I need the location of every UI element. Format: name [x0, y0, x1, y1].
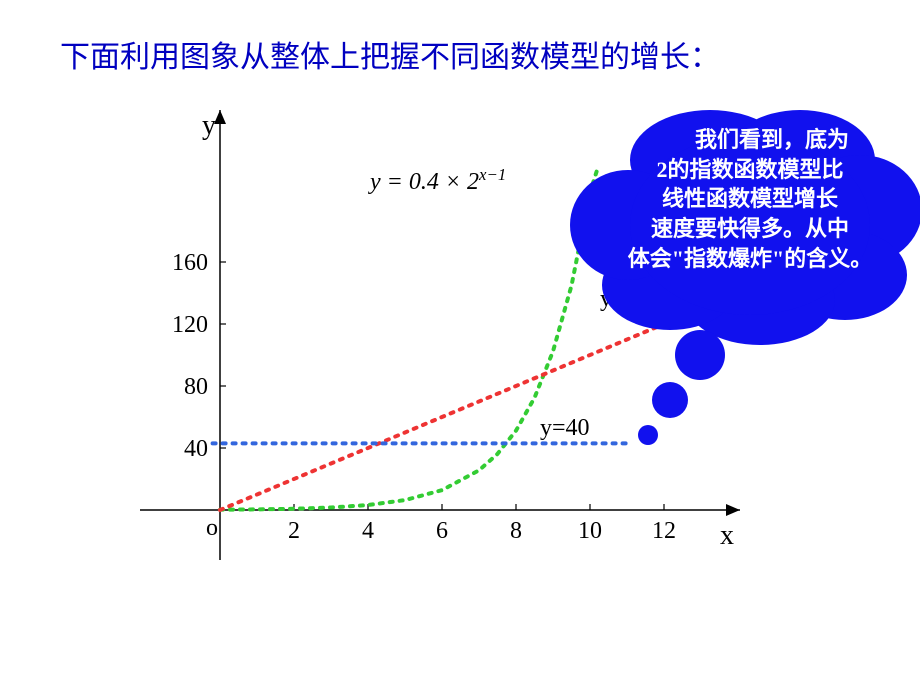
- bubble-line3: 线性函数模型增长: [662, 186, 838, 211]
- thought-bubble: 我们看到，底为 2的指数函数模型比 线性函数模型增长 速度要快得多。从中 体会"…: [560, 100, 920, 440]
- bubble-line5: 体会"指数爆炸"的含义。: [628, 246, 872, 271]
- x-axis-label: x: [720, 520, 734, 552]
- svg-text:160: 160: [172, 250, 208, 276]
- exp-curve-label: y = 0.4 × 2x−1: [370, 165, 506, 196]
- bubble-line4: 速度要快得多。从中: [651, 216, 849, 241]
- y-axis-label: y: [202, 110, 216, 142]
- bubble-line1: 我们看到，底为: [651, 127, 849, 152]
- svg-text:6: 6: [436, 518, 448, 544]
- svg-text:120: 120: [172, 312, 208, 338]
- svg-text:12: 12: [652, 518, 676, 544]
- svg-text:40: 40: [184, 436, 208, 462]
- origin-label: o: [206, 515, 218, 542]
- svg-text:80: 80: [184, 374, 208, 400]
- bubble-text: 我们看到，底为 2的指数函数模型比 线性函数模型增长 速度要快得多。从中 体会"…: [590, 125, 910, 273]
- svg-text:4: 4: [362, 518, 374, 544]
- svg-text:10: 10: [578, 518, 602, 544]
- bubble-line2: 2的指数函数模型比: [656, 157, 843, 182]
- page-title: 下面利用图象从整体上把握不同函数模型的增长：: [60, 32, 720, 76]
- svg-text:2: 2: [288, 518, 300, 544]
- svg-text:8: 8: [510, 518, 522, 544]
